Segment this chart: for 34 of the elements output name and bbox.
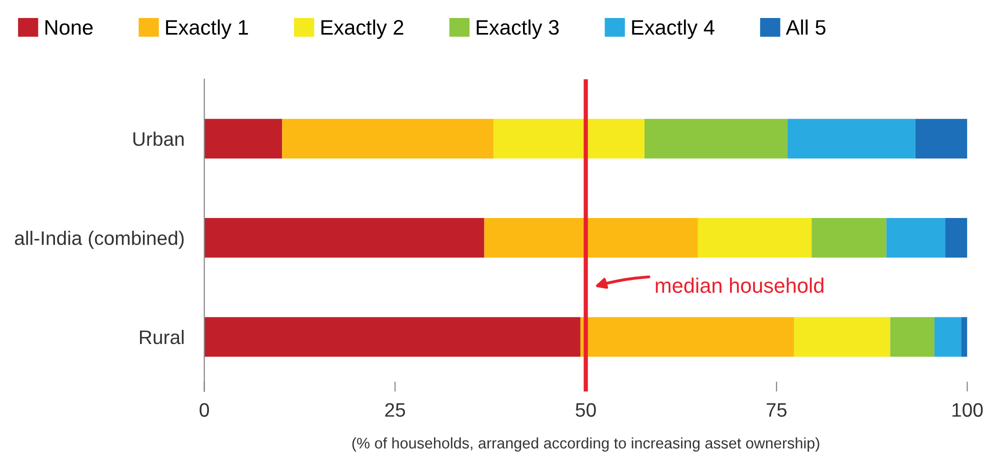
legend-label: None	[45, 20, 93, 35]
bar	[282, 118, 494, 159]
legend-label: Exactly 2	[321, 19, 404, 39]
bar	[886, 218, 946, 258]
bar	[484, 218, 698, 258]
legend-label: Exactly 4	[632, 19, 714, 39]
y-tick-label: Rural	[140, 330, 184, 344]
x-tick-label: 0	[200, 403, 209, 417]
y-tick-label: all-India (combined)	[14, 230, 184, 249]
x-tick-label: 100	[952, 403, 983, 417]
x-tick-label: 25	[385, 403, 406, 417]
bar	[812, 218, 886, 258]
x-tick-label: 75	[766, 403, 787, 417]
bar	[794, 317, 890, 357]
bar	[890, 317, 934, 357]
ref-line-label: median household	[656, 278, 824, 293]
bar	[580, 317, 794, 357]
bar	[915, 118, 968, 159]
bar	[493, 118, 645, 159]
bar	[961, 317, 968, 357]
bar	[934, 317, 962, 357]
bar	[644, 118, 788, 159]
y-tick-label: Urban	[133, 132, 184, 146]
x-axis-title: (% of households, arranged according to increasing asset ownership)	[352, 437, 820, 452]
bar	[204, 218, 484, 258]
x-tick-label: 50	[576, 403, 596, 417]
legend-label: Exactly 3	[476, 19, 559, 39]
legend-label: Exactly 1	[166, 19, 248, 39]
bar	[787, 118, 916, 159]
bar	[204, 118, 282, 159]
bar	[945, 218, 968, 258]
bar	[204, 317, 580, 357]
legend-label: All 5	[786, 19, 826, 35]
bar	[698, 218, 812, 258]
